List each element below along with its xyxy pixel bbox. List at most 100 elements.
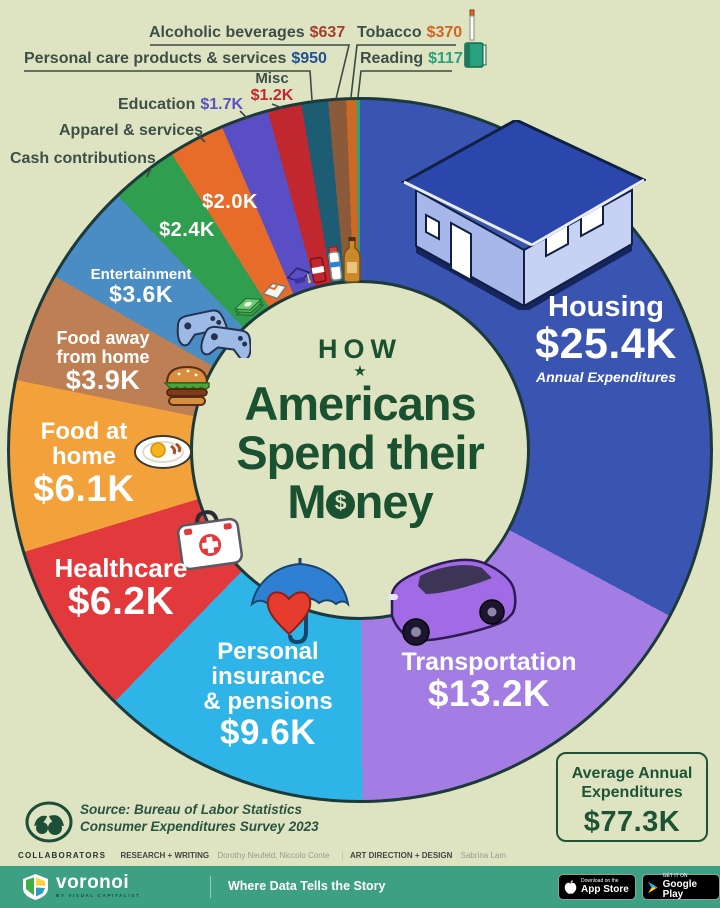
dollar-glyph: $: [334, 491, 347, 515]
art-label: ART DIRECTION + DESIGN: [349, 851, 453, 860]
alcoholic-beverages-value: $637: [309, 24, 346, 41]
personal-care-value: $950: [291, 50, 327, 67]
app-store-line2: App Store: [581, 884, 629, 895]
entertainment-seg-label: Entertainment $3.6K: [81, 267, 201, 307]
alcoholic-beverages-callout: Alcoholic beverages $637: [149, 24, 345, 42]
car-icon: [388, 558, 517, 646]
footer-tagline: Where Data Tells the Story: [228, 879, 386, 893]
personal-care-label: Personal care products & services: [24, 50, 287, 67]
cash-seg-value: $2.4K: [157, 220, 217, 241]
insurance-value: $9.6K: [220, 712, 316, 752]
first-aid-kit-icon: [177, 510, 243, 571]
food-home-line1: Food at: [40, 418, 128, 445]
research-names: Dorothy Neufeld, Niccolo Conte: [217, 851, 330, 860]
education-label: Education: [118, 96, 196, 113]
dollar-coin-icon: $: [325, 489, 355, 519]
umbrella-heart-icon: [250, 558, 350, 645]
google-play-line1: GET IT ON: [662, 873, 688, 879]
voronoi-wordmark: voronoi BY VISUAL CAPITALIST: [56, 873, 140, 898]
collaborators-row: COLLABORATORS RESEARCH + WRITING Dorothy…: [18, 851, 512, 860]
title-line2: Spend their: [236, 426, 485, 479]
food-away-seg-label: Food away from home $3.9K: [48, 329, 158, 395]
entertainment-name: Entertainment: [90, 266, 192, 283]
game-controllers-icon: [176, 309, 251, 358]
google-play-badge[interactable]: GET IT ON Google Play: [642, 874, 720, 900]
insurance-seg-label: Personal insurance & pensions $9.6K: [193, 639, 343, 752]
reading-value: $117: [428, 50, 463, 67]
toothpaste-icon: [328, 246, 343, 281]
healthcare-seg-label: Healthcare $6.2K: [41, 553, 201, 623]
food-away-value: $3.9K: [65, 365, 141, 396]
misc-callout: Misc $1.2K: [243, 70, 301, 105]
tobacco-label: Tobacco: [357, 24, 422, 41]
education-value: $1.7K: [200, 96, 244, 113]
food-home-line2: home: [51, 442, 116, 470]
burger-icon: [163, 365, 210, 406]
transportation-value: $13.2K: [427, 673, 551, 714]
voronoi-sub: BY VISUAL CAPITALIST: [56, 893, 141, 898]
education-callout: Education $1.7K: [118, 96, 243, 114]
tobacco-callout: Tobacco $370: [357, 24, 462, 42]
reading-callout: Reading $117: [360, 50, 463, 68]
star-icon: ★: [353, 363, 367, 380]
reading-label: Reading: [360, 50, 424, 67]
google-play-icon: [648, 881, 658, 893]
title-kicker: HOW: [318, 334, 402, 364]
food-away-line2: from home: [56, 346, 150, 367]
housing-value: $25.4K: [535, 320, 677, 369]
cash-value: $2.4K: [159, 219, 215, 241]
entertainment-value: $3.6K: [109, 280, 173, 307]
collab-divider: |: [341, 851, 344, 860]
tobacco-value: $370: [426, 24, 463, 41]
app-store-line1: Download on the: [581, 878, 619, 884]
alcoholic-beverages-label: Alcoholic beverages: [149, 24, 305, 41]
research-label: RESEARCH + WRITING: [120, 851, 210, 860]
summary-line1: Average Annual: [571, 765, 693, 782]
apparel-seg-value: $2.0K: [200, 192, 260, 213]
google-play-line2: Google Play: [662, 879, 698, 900]
voronoi-shield-icon: [23, 874, 48, 900]
collaborators-heading: COLLABORATORS: [18, 851, 107, 860]
source-line1: Source: Bureau of Labor Statistics: [80, 802, 303, 817]
housing-name: Housing: [548, 291, 664, 323]
cash-bills-icon: [233, 298, 265, 316]
food-at-home-seg-label: Food at home $6.1K: [16, 418, 152, 509]
average-expenditures-box: Average Annual Expenditures $77.3K: [556, 752, 708, 842]
voronoi-name: voronoi: [56, 872, 130, 893]
source-note: Source: Bureau of Labor Statistics Consu…: [80, 801, 319, 835]
apple-icon: [564, 879, 577, 894]
book-icon: [464, 42, 487, 68]
housing-note: Annual Expenditures: [535, 368, 677, 385]
insurance-line2: insurance: [211, 662, 325, 690]
apparel-label: Apparel & services: [59, 122, 204, 139]
personal-care-callout: Personal care products & services $950: [24, 50, 327, 68]
summary-value: $77.3K: [583, 806, 681, 838]
house-icon: [400, 120, 646, 310]
footer-bar: voronoi BY VISUAL CAPITALIST Where Data …: [0, 866, 720, 908]
misc-box-icon: [309, 256, 327, 284]
title-line3: M $ ney: [210, 477, 510, 526]
money-post: ney: [354, 475, 434, 528]
cash-contributions-callout: Cash contributions: [10, 150, 156, 168]
graduation-cap-icon: [286, 267, 311, 285]
cigarette-icon: [469, 9, 475, 41]
transportation-seg-label: Transportation $13.2K: [389, 649, 589, 713]
housing-seg-label: Housing $25.4K Annual Expenditures: [510, 292, 702, 384]
app-store-badge[interactable]: Download on the App Store: [558, 874, 636, 900]
page-title: HOW ★ Americans Spend their M $ ney: [210, 334, 510, 526]
visual-capitalist-logo: [25, 801, 73, 843]
title-line1: Americans: [244, 377, 476, 430]
insurance-line3: & pensions: [203, 687, 333, 715]
food-home-value: $6.1K: [33, 467, 135, 509]
apparel-callout: Apparel & services: [59, 122, 203, 140]
footer-divider: [210, 876, 211, 898]
transportation-name: Transportation: [401, 648, 577, 676]
apparel-value: $2.0K: [202, 191, 258, 213]
shirt-icon: [261, 282, 288, 300]
art-names: Sabrina Lam: [460, 851, 506, 860]
healthcare-name: Healthcare: [54, 553, 188, 583]
misc-value: $1.2K: [250, 87, 294, 104]
money-pre: M: [287, 475, 326, 528]
